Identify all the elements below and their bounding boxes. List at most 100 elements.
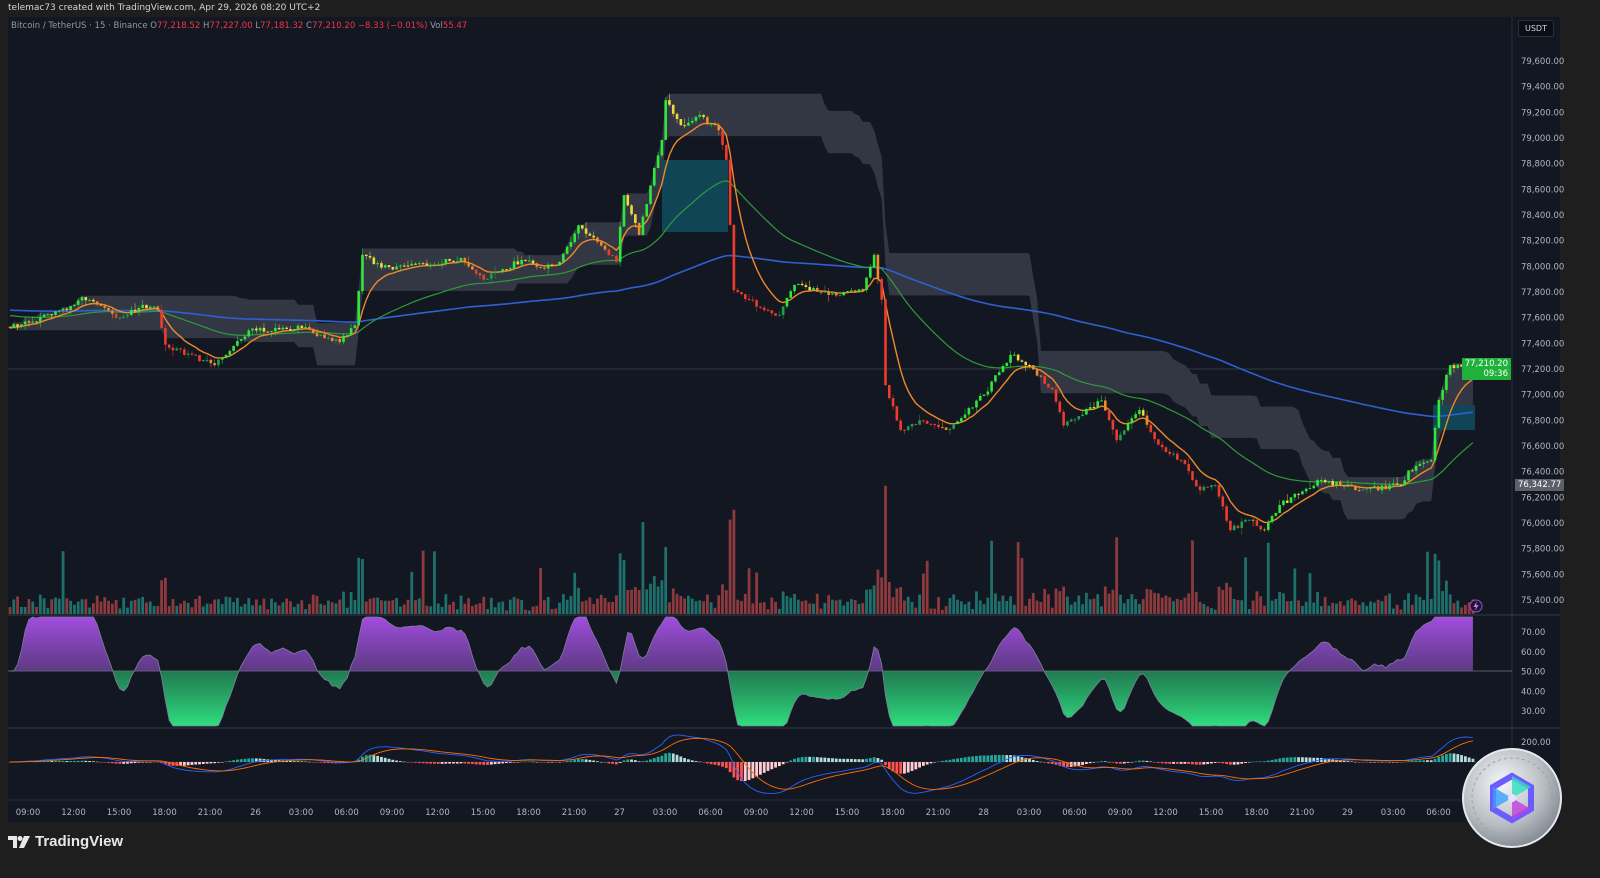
candle (99, 304, 103, 307)
candle (1043, 374, 1046, 385)
candle-body (986, 391, 990, 395)
candle (508, 266, 512, 270)
candle-body (797, 283, 800, 285)
volume-bar (1388, 593, 1391, 614)
candle-body (425, 263, 429, 266)
candle-body (1145, 415, 1149, 425)
candle-body (1297, 493, 1300, 495)
candle (986, 386, 990, 397)
currency-button[interactable]: USDT (1518, 20, 1554, 37)
macd-layer (8, 734, 1475, 794)
macd-histogram-bar (1380, 762, 1384, 763)
time-tick-label: 15:00 (835, 808, 860, 818)
volume-bar (558, 602, 561, 614)
candle (364, 254, 368, 260)
macd-histogram-bar (842, 758, 846, 762)
macd-histogram-bar (501, 762, 505, 764)
volume-bar (1391, 608, 1395, 614)
volume-bar (304, 609, 308, 614)
macd-histogram-bar (497, 762, 501, 764)
macd-histogram-bar (467, 762, 470, 764)
macd-histogram-bar (971, 756, 975, 762)
candle-body (664, 100, 667, 140)
candle (1418, 460, 1422, 467)
volume-bar (1213, 609, 1217, 614)
candle (46, 312, 50, 317)
candle-body (330, 337, 334, 341)
candle-body (474, 269, 478, 274)
macd-histogram-bar (853, 759, 857, 762)
candle (1104, 396, 1107, 411)
candle-body (846, 291, 849, 293)
macd-histogram-bar (1251, 761, 1255, 763)
macd-histogram-bar (804, 756, 808, 762)
volume-bar (1194, 591, 1198, 614)
time-tick-label: 06:00 (1426, 808, 1451, 818)
macd-histogram-bar (1141, 760, 1145, 762)
open-label: O (150, 21, 157, 31)
time-tick-label: 28 (978, 808, 989, 818)
volume-bar (80, 599, 84, 614)
candle-body (183, 349, 186, 355)
macd-histogram-bar (1441, 755, 1445, 762)
volume-bar (258, 605, 262, 614)
volume-bar (1164, 595, 1168, 614)
candle-body (1202, 486, 1206, 491)
macd-histogram-bar (664, 753, 668, 762)
candle-body (1054, 389, 1058, 402)
candle-body (668, 100, 671, 105)
candle-body (364, 254, 368, 256)
candle (65, 306, 69, 312)
alert-lightning-icon[interactable] (1469, 599, 1483, 613)
candle (990, 380, 993, 394)
candle (1342, 484, 1346, 490)
macd-histogram-bar (698, 761, 702, 763)
volume-bar (793, 593, 796, 614)
volume-bar (1350, 598, 1354, 614)
candle-body (675, 113, 679, 120)
candle (671, 104, 675, 118)
candle-body (133, 309, 137, 312)
volume-bar (289, 601, 292, 614)
macd-histogram-bar (239, 759, 243, 762)
candle-body (395, 266, 398, 270)
symbol-legend[interactable]: Bitcoin / TetherUS · 15 · Binance O77,21… (11, 21, 467, 31)
macd-histogram-bar (69, 760, 73, 762)
candle-body (645, 203, 649, 217)
candle (831, 291, 834, 296)
macd-histogram-bar (1244, 762, 1247, 763)
macd-histogram-bar (1206, 762, 1210, 765)
candle-body (717, 125, 721, 131)
volume-bar (323, 605, 326, 614)
price-tick-label: 76,200.00 (1521, 493, 1564, 503)
candle (1282, 499, 1285, 507)
time-tick-label: 03:00 (653, 808, 678, 818)
candle-body (1225, 506, 1228, 521)
macd-histogram-bar (512, 762, 516, 763)
candle-body (967, 408, 971, 415)
macd-histogram-bar (1012, 755, 1016, 762)
volume-bar (281, 602, 285, 614)
candle (906, 425, 910, 431)
volume-bar (921, 573, 925, 614)
candle-body (23, 321, 27, 325)
macd-histogram-bar (732, 762, 736, 778)
candle-body (1323, 480, 1327, 483)
volume-bar (417, 598, 421, 614)
candle-body (1213, 485, 1217, 487)
candle-body (800, 283, 804, 286)
candle-body (103, 305, 107, 308)
candle-body (721, 130, 724, 145)
candle-body (1395, 483, 1399, 485)
volume-bar (16, 596, 19, 614)
time-tick-label: 18:00 (880, 808, 905, 818)
candle (656, 152, 660, 169)
tradingview-logo[interactable]: TradingView (8, 833, 123, 850)
volume-bar (759, 602, 762, 614)
macd-histogram-bar (584, 759, 588, 762)
volume-bar (937, 597, 940, 614)
symbol-name[interactable]: Bitcoin / TetherUS · 15 · Binance (11, 21, 148, 31)
candle-body (827, 291, 830, 295)
candle-body (1217, 485, 1221, 497)
